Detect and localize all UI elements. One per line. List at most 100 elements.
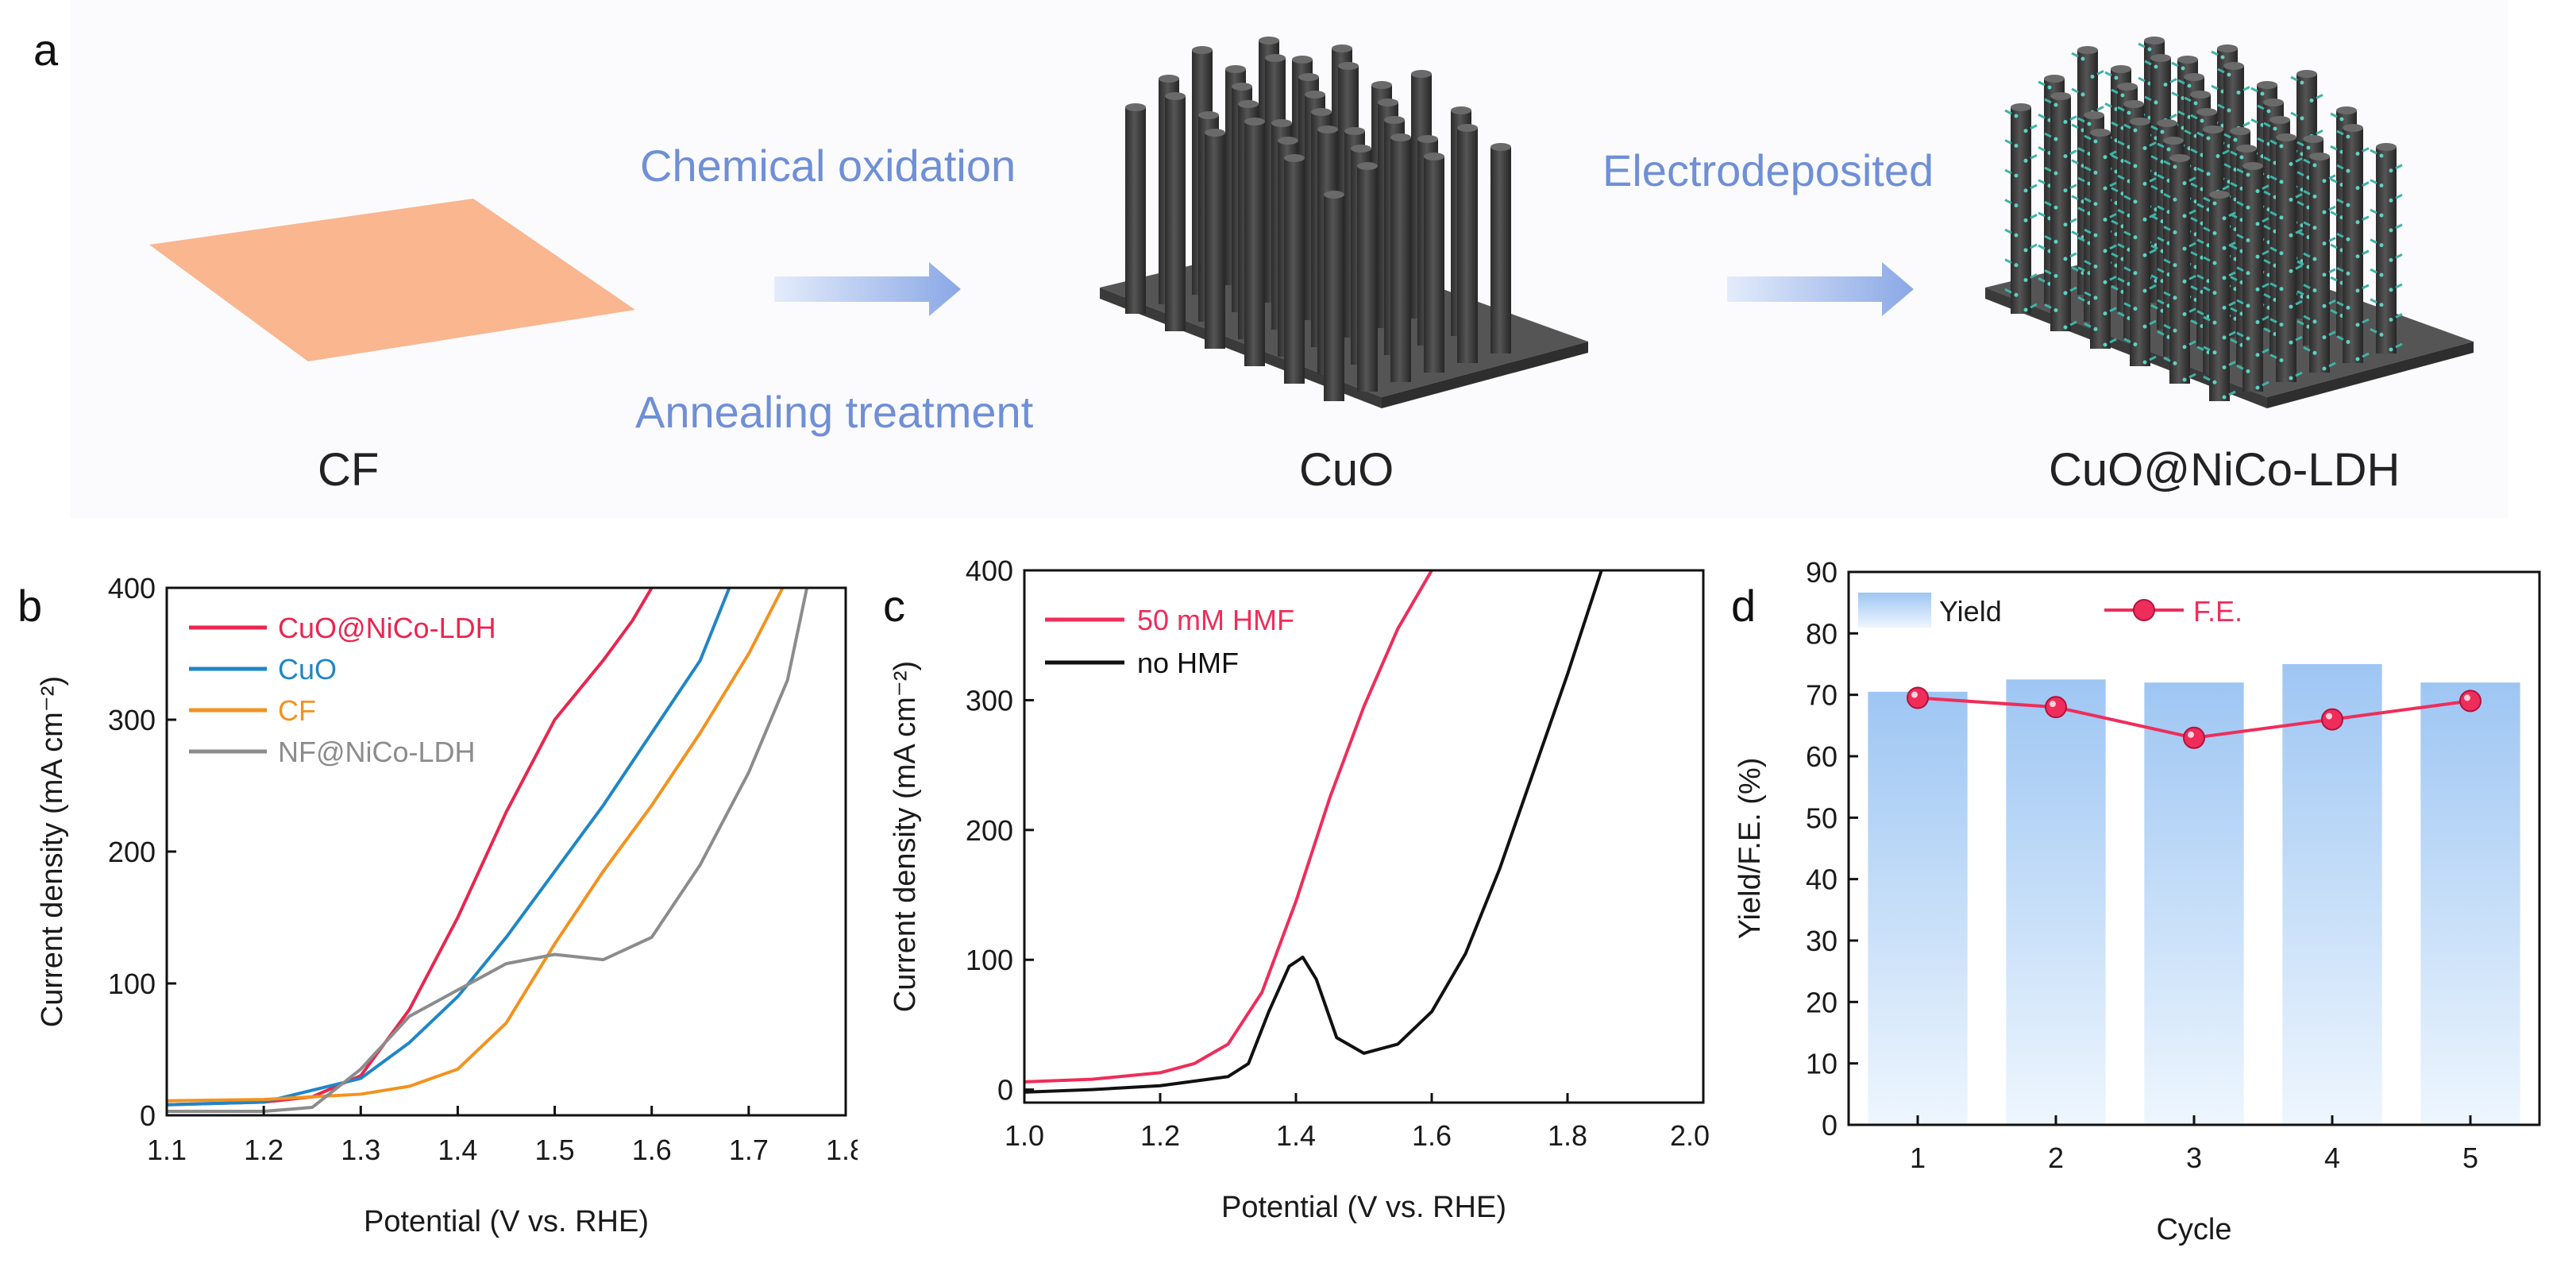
ldh-dot (2255, 222, 2260, 226)
nanorod (2209, 195, 2230, 401)
ldh-flake (2328, 268, 2336, 274)
ldh-flake (2163, 291, 2171, 297)
ldh-dot (2147, 47, 2152, 52)
ldh-dot (2212, 350, 2217, 355)
fe-point-highlight (1911, 691, 1918, 698)
ldh-dot (2389, 228, 2393, 233)
ldh-dot (2379, 272, 2384, 277)
ldh-dot (2389, 288, 2393, 292)
ldh-flake (2177, 79, 2185, 85)
ldh-flake (2203, 226, 2211, 232)
ldh-dot (2355, 323, 2360, 327)
ldh-dot (2212, 291, 2217, 296)
legend-marker-fe (2133, 599, 2155, 621)
ldh-flake (2104, 71, 2112, 77)
ldh-flake (2123, 230, 2131, 237)
ldh-dot (2173, 263, 2177, 268)
ldh-flake (2296, 319, 2304, 326)
ldh-flake (2370, 268, 2377, 274)
ldh-dot (2103, 186, 2107, 191)
ldh-flake (2290, 75, 2298, 82)
ldh-dot (2023, 129, 2028, 133)
nanorod (1457, 128, 1478, 363)
nanorod-top (2217, 44, 2238, 52)
y-tick-label: 0 (140, 1099, 156, 1132)
ldh-flake (2030, 184, 2038, 190)
ldh-dot (2142, 288, 2147, 293)
ldh-dot (2355, 152, 2360, 156)
ldh-flake (2395, 164, 2403, 170)
ldh-dot (2246, 303, 2250, 308)
ldh-flake (2190, 285, 2198, 291)
nanorod-top (2209, 191, 2230, 199)
ldh-flake (2117, 242, 2125, 249)
ldh-flake (2336, 301, 2344, 307)
ldh-flake (2263, 258, 2271, 265)
ldh-dot (2346, 203, 2350, 207)
fe-point-cycle-4 (2321, 708, 2343, 731)
ldh-flake (2236, 168, 2244, 174)
ldh-flake (2109, 338, 2117, 344)
ldh-dot (2389, 198, 2393, 203)
ldh-dot (2379, 332, 2384, 337)
yield-bar-cycle-2 (2006, 679, 2106, 1125)
ldh-flake (2096, 106, 2104, 111)
ldh-dot (2103, 280, 2107, 284)
ldh-dot (2182, 312, 2187, 317)
ldh-dot (2182, 181, 2187, 186)
ldh-flake (2196, 131, 2204, 137)
ldh-flake (2069, 320, 2077, 326)
ldh-flake (2262, 217, 2269, 223)
ldh-dot (2127, 110, 2131, 115)
fe-point-cycle-5 (2459, 690, 2482, 713)
y-tick-label: 100 (966, 944, 1013, 976)
x-tick-label: 2.0 (1670, 1119, 1710, 1152)
ldh-flake (2362, 215, 2370, 222)
legend-label: CF (278, 694, 316, 727)
x-tick-label: 1.2 (244, 1134, 283, 1166)
ldh-dot (2212, 261, 2217, 265)
ldh-flake (2223, 133, 2231, 139)
ldh-dot (2014, 203, 2019, 208)
nanorod (2169, 158, 2190, 384)
ldh-dot (2133, 199, 2138, 204)
ldh-dot (2279, 251, 2284, 256)
ldh-dot (2312, 257, 2317, 261)
ldh-flake (2395, 223, 2403, 230)
fe-point-highlight (2326, 713, 2332, 720)
ldh-dot (2014, 173, 2019, 178)
ldh-flake (2269, 175, 2277, 181)
ldh-flake (2262, 249, 2269, 256)
y-tick-label: 300 (108, 704, 156, 736)
nanorod-top (2077, 46, 2098, 54)
ldh-dot (2306, 145, 2311, 150)
nanorod-top (2111, 65, 2131, 73)
nanorod (2090, 133, 2111, 349)
ldh-flake (2069, 218, 2077, 224)
nanorod (2376, 147, 2397, 353)
ldh-dot (2087, 122, 2092, 126)
ldh-flake (2123, 195, 2131, 201)
ldh-flake (2149, 212, 2157, 218)
ldh-flake (2184, 96, 2192, 102)
legend-label: no HMF (1137, 647, 1239, 679)
ldh-flake (2004, 139, 2012, 145)
ldh-flake (2196, 310, 2204, 315)
ldh-flake (2303, 190, 2311, 195)
ldh-flake (2084, 166, 2092, 172)
ldh-flake (2044, 132, 2052, 138)
ldh-dot (2220, 55, 2225, 60)
ldh-dot (2063, 222, 2068, 227)
ldh-dot (2142, 324, 2147, 329)
ldh-flake (2362, 249, 2370, 256)
ldh-flake (2362, 147, 2370, 153)
ldh-dot (2389, 257, 2393, 262)
ldh-dot (2222, 276, 2227, 280)
ldh-flake (2077, 266, 2085, 272)
ldh-flake (2188, 209, 2196, 215)
ldh-flake (2149, 355, 2157, 361)
x-tick-label: 1.3 (341, 1134, 380, 1166)
ldh-flake (2236, 200, 2244, 207)
ldh-dot (2379, 303, 2384, 307)
ldh-flake (2188, 307, 2196, 313)
